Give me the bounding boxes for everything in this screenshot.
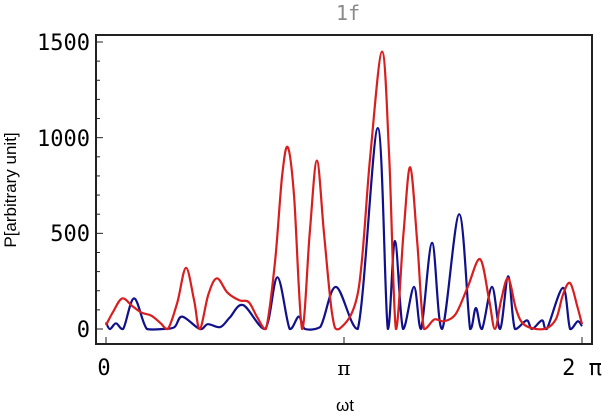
- y-tick-label-0: 0: [77, 318, 90, 343]
- x-axis-ticks: [105, 337, 583, 344]
- x-tick-label-pi: π: [337, 356, 350, 380]
- y-axis-label: P[arbitrary unit]: [1, 132, 20, 247]
- plot-curves: [104, 50, 584, 331]
- series-line-blue: [104, 127, 583, 331]
- y-tick-label-500: 500: [50, 222, 90, 247]
- chart-title: 1f: [336, 1, 360, 25]
- x-tick-label-0: 0: [97, 356, 110, 381]
- series-line-red: [105, 50, 584, 331]
- y-tick-label-1500: 1500: [37, 31, 90, 56]
- y-axis-ticks: [96, 41, 103, 330]
- x-axis-label: ωt: [336, 396, 354, 415]
- y-tick-label-1000: 1000: [37, 127, 90, 152]
- plot-frame: [95, 34, 593, 345]
- x-tick-label-2pi: 2 π: [562, 356, 602, 381]
